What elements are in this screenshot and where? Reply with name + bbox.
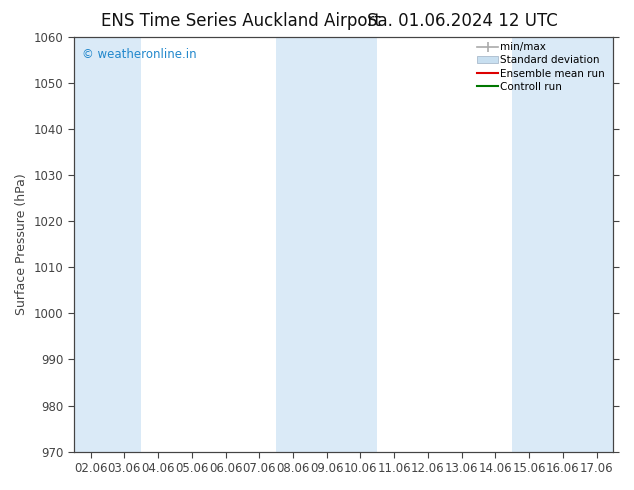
Bar	[512, 37, 614, 452]
Text: © weatheronline.in: © weatheronline.in	[82, 48, 197, 60]
Text: Sa. 01.06.2024 12 UTC: Sa. 01.06.2024 12 UTC	[368, 12, 558, 30]
Bar	[276, 37, 377, 452]
Bar	[74, 37, 141, 452]
Y-axis label: Surface Pressure (hPa): Surface Pressure (hPa)	[15, 173, 28, 315]
Legend: min/max, Standard deviation, Ensemble mean run, Controll run: min/max, Standard deviation, Ensemble me…	[474, 39, 611, 95]
Text: ENS Time Series Auckland Airport: ENS Time Series Auckland Airport	[101, 12, 381, 30]
